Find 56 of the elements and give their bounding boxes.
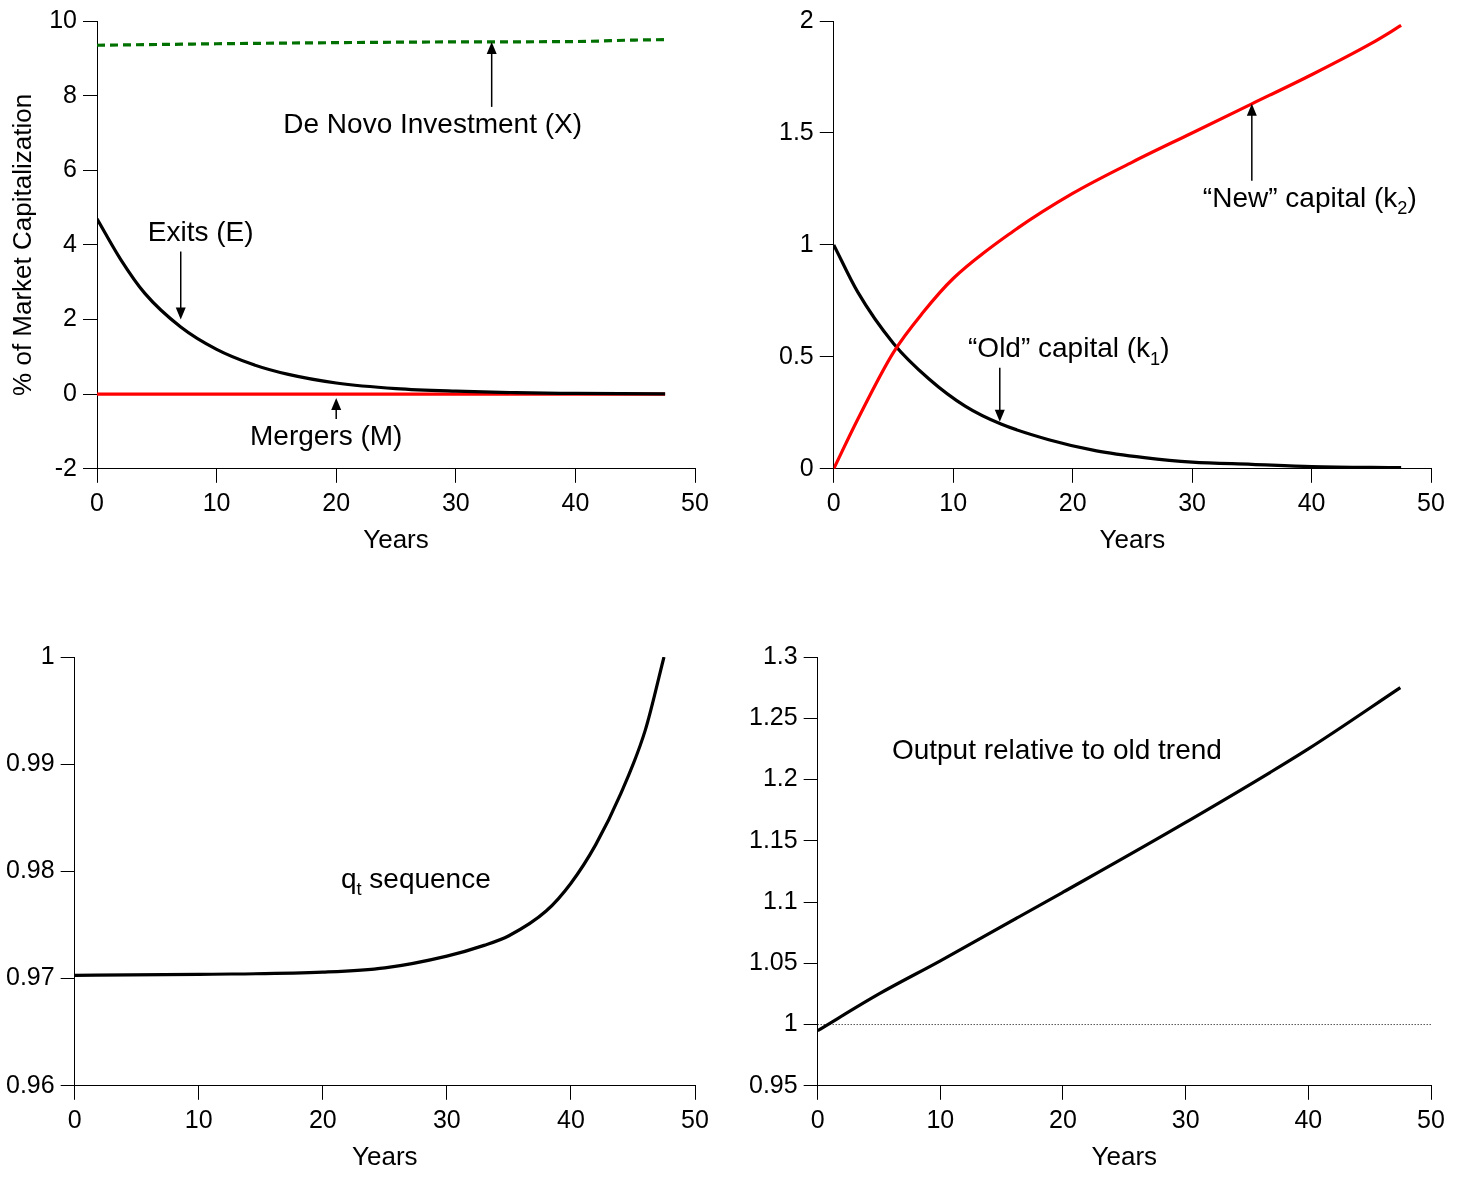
y-tick-label: 0.97 xyxy=(5,962,55,991)
y-tick-label: 0 xyxy=(799,452,814,481)
x-axis-title: Years xyxy=(1091,1140,1158,1171)
x-tick-label: 30 xyxy=(441,487,470,516)
y-tick-label: 8 xyxy=(63,79,78,108)
y-tick-label: 2 xyxy=(63,303,78,332)
annotation: Output relative to old trend xyxy=(891,734,1222,766)
y-tick-label: 10 xyxy=(49,4,78,33)
y-tick-label: 2 xyxy=(799,4,814,33)
y-tick-label: 0.98 xyxy=(5,855,55,884)
y-tick-label: 1.5 xyxy=(778,116,814,145)
x-tick-label: 40 xyxy=(1297,487,1326,516)
y-tick-label: 1.2 xyxy=(762,763,798,792)
x-tick-label: 20 xyxy=(322,487,351,516)
annotation: Exits (E) xyxy=(147,216,254,248)
x-tick-label: 10 xyxy=(184,1104,213,1133)
x-tick-label: 50 xyxy=(681,487,709,516)
x-axis-title: Years xyxy=(363,523,429,554)
x-tick-label: 40 xyxy=(561,487,590,516)
x-tick-label: 20 xyxy=(1049,1104,1077,1133)
y-tick-label: 1 xyxy=(783,1008,798,1037)
y-tick-label: 0.5 xyxy=(778,340,814,369)
x-tick-label: 50 xyxy=(1417,1104,1445,1133)
x-tick-label: 10 xyxy=(202,487,231,516)
x-tick-label: 30 xyxy=(1171,1104,1200,1133)
annotation: Mergers (M) xyxy=(249,419,403,451)
y-tick-label: 1 xyxy=(40,640,55,669)
y-tick-label: 1.3 xyxy=(762,640,798,669)
y-tick-label: 0 xyxy=(63,378,78,407)
y-tick-label: 1.25 xyxy=(748,702,798,731)
y-tick-label: 1.15 xyxy=(748,824,798,853)
y-tick-label: 0.95 xyxy=(748,1069,798,1098)
y-tick-label: 1.1 xyxy=(762,885,798,914)
x-tick-label: 10 xyxy=(926,1104,955,1133)
y-tick-label: 1 xyxy=(799,228,814,257)
x-tick-label: 40 xyxy=(1294,1104,1323,1133)
x-tick-label: 50 xyxy=(1417,487,1445,516)
x-axis-title: Years xyxy=(1099,523,1166,554)
y-tick-label: 0.96 xyxy=(5,1069,55,1098)
x-axis-title: Years xyxy=(352,1140,418,1171)
y-tick-label: 0.99 xyxy=(5,748,55,777)
y-tick-label: 1.05 xyxy=(748,947,798,976)
y-tick-label: 6 xyxy=(63,154,78,183)
x-tick-label: 30 xyxy=(1178,487,1207,516)
x-tick-label: 40 xyxy=(557,1104,585,1133)
x-tick-label: 30 xyxy=(432,1104,461,1133)
y-tick-label: 4 xyxy=(63,228,78,257)
y-tick-label: -2 xyxy=(54,452,78,481)
x-tick-label: 0 xyxy=(826,487,841,516)
x-tick-label: 20 xyxy=(1058,487,1087,516)
annotation: De Novo Investment (X) xyxy=(283,107,583,139)
x-tick-label: 0 xyxy=(90,487,104,516)
y-axis-title: % of Market Capitalization xyxy=(6,93,37,396)
x-tick-label: 10 xyxy=(939,487,968,516)
x-tick-label: 50 xyxy=(681,1104,709,1133)
x-tick-label: 20 xyxy=(308,1104,337,1133)
